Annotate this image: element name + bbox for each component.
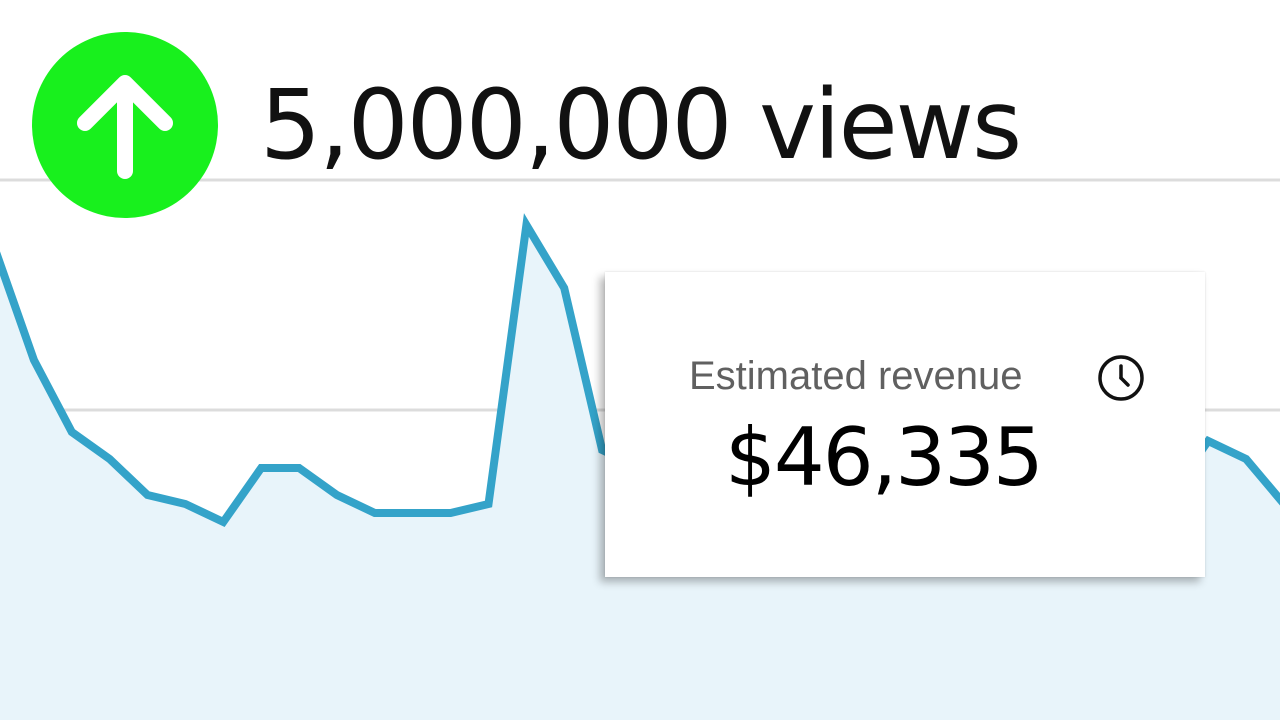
estimated-revenue-label: Estimated revenue xyxy=(689,354,1023,398)
trend-up-badge xyxy=(32,32,218,218)
clock-icon[interactable] xyxy=(1097,354,1145,402)
estimated-revenue-card: Estimated revenue $46,335 xyxy=(605,272,1205,577)
estimated-revenue-value: $46,335 xyxy=(725,411,1044,504)
views-count-headline: 5,000,000 views xyxy=(260,69,1022,181)
arrow-up-icon xyxy=(77,75,173,179)
